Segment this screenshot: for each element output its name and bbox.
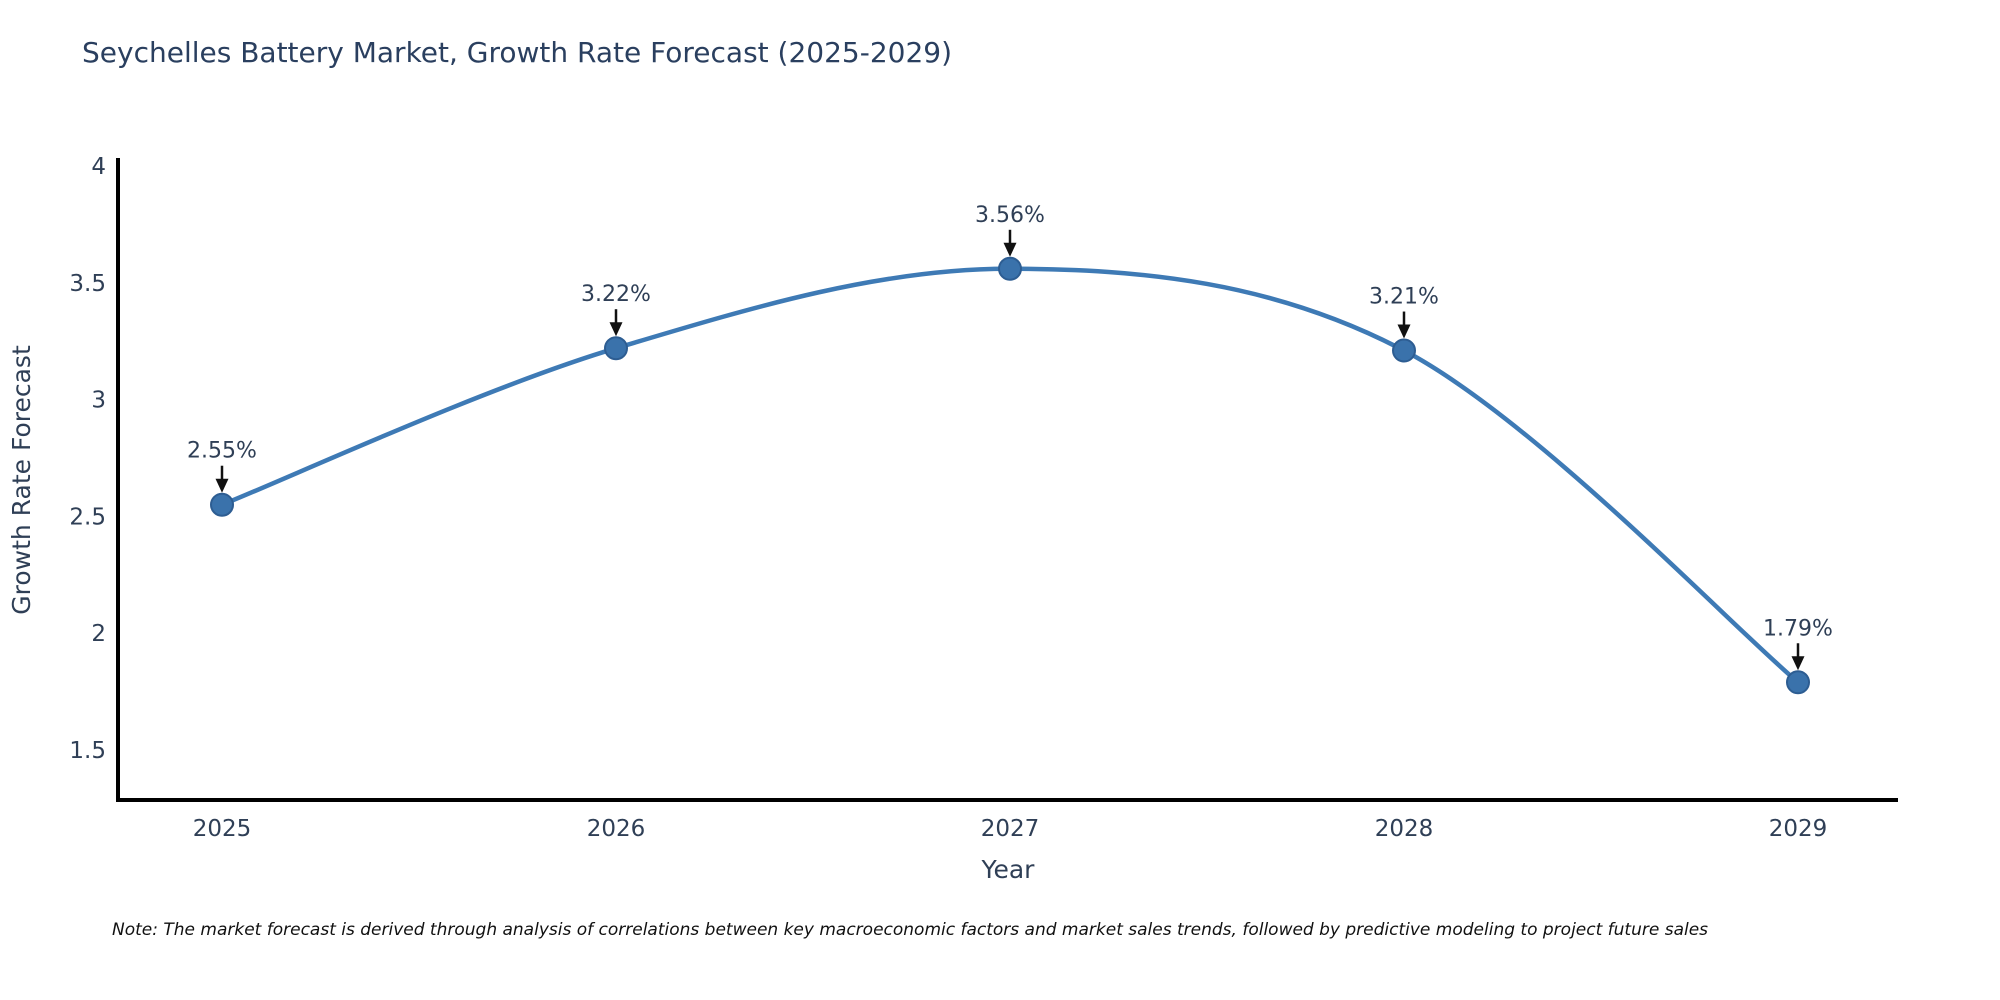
x-tick-label: 2025 <box>193 816 252 842</box>
axis-spines <box>116 158 1898 802</box>
x-tick-label: 2029 <box>1769 816 1828 842</box>
annotation-arrowhead-icon <box>609 322 623 337</box>
data-point-label: 2.55% <box>187 439 257 464</box>
chart-title: Seychelles Battery Market, Growth Rate F… <box>82 36 952 69</box>
data-point-marker <box>604 336 628 361</box>
y-axis-title: Growth Rate Forecast <box>7 345 36 615</box>
y-tick-label: 1.5 <box>69 738 106 764</box>
y-tick-label: 3 <box>91 388 106 414</box>
x-tick-label: 2027 <box>981 816 1040 842</box>
x-tick-label: 2028 <box>1375 816 1434 842</box>
data-point-label: 3.22% <box>581 282 651 307</box>
data-point-marker <box>1786 670 1810 695</box>
data-point-label: 1.79% <box>1763 616 1833 641</box>
y-tick-label: 2 <box>91 621 106 647</box>
annotation-arrowhead-icon <box>1791 656 1805 671</box>
y-tick-label: 3.5 <box>69 271 106 297</box>
data-point-marker <box>998 256 1022 281</box>
chart-plot-area: 4 3.5 3 2.5 2 1.5 2025 2026 2027 2028 2029 2.55% 3.2… <box>69 154 1833 842</box>
x-axis-title: Year <box>981 855 1036 884</box>
data-point-label: 3.56% <box>975 203 1045 228</box>
annotation-arrowhead-icon <box>1397 324 1411 339</box>
x-tick-label: 2026 <box>587 816 646 842</box>
y-tick-label: 4 <box>91 154 106 180</box>
footnote: Note: The market forecast is derived thr… <box>112 920 1709 940</box>
annotation-arrowhead-icon <box>215 478 229 493</box>
annotation-arrowhead-icon <box>1003 242 1017 257</box>
data-point-marker <box>210 492 234 517</box>
y-tick-label: 2.5 <box>69 504 106 530</box>
data-point-label: 3.21% <box>1369 285 1439 310</box>
forecast-line-series <box>219 266 1801 685</box>
data-point-marker <box>1392 338 1416 363</box>
